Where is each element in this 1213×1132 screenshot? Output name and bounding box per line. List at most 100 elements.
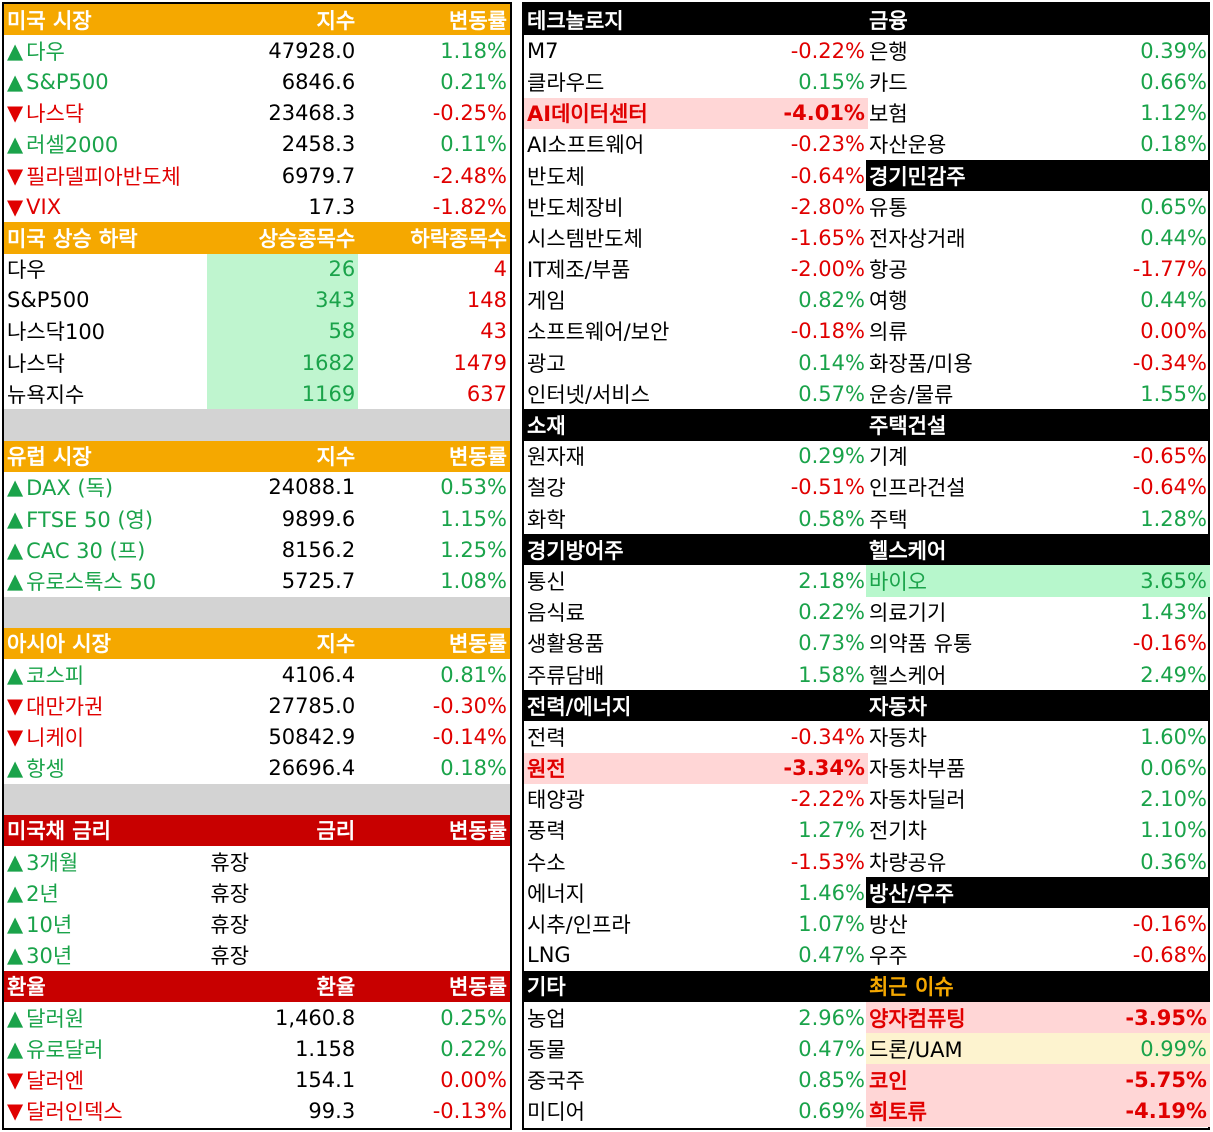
- sector-name: 시추/인프라: [527, 913, 631, 938]
- sector-change: -0.34%: [790, 724, 865, 749]
- treasury-value: 휴장: [210, 913, 250, 938]
- triangle-up-icon: ▲: [7, 756, 24, 781]
- col1-sector-row: AI소프트웨어 -0.23%: [524, 129, 868, 160]
- sector-name: 전력: [527, 725, 566, 750]
- us-market-name-cell: ▼ VIX: [4, 191, 207, 222]
- sector-header-label: 금융: [869, 8, 908, 33]
- europe-value: 5725.7: [281, 568, 356, 593]
- col2-sector-row: 바이오 3.65%: [866, 565, 1210, 597]
- col2-sector-row: 카드 0.66%: [866, 66, 1210, 97]
- asia-row: ▲ 항셍 26696.4 0.18%: [4, 753, 510, 784]
- col1-sector-header: 전력/에너지: [524, 690, 868, 722]
- us-market-name-cell: ▼ 필라델피아반도체: [4, 160, 207, 191]
- left-market-panel: 미국 시장 지수 변동률 ▲ 다우 47928.0 1.18% ▲ S&P500 6846.6 0.…: [2, 2, 512, 1130]
- fx-change: -0.13%: [432, 1099, 507, 1124]
- sector-column-1: 테크놀로지 M7 -0.22% 클라우드 0.15% AI데이터센터 -4.01% AI소프트…: [524, 4, 868, 1127]
- treasury-name: 10년: [26, 913, 73, 938]
- europe-change: 1.15%: [440, 506, 507, 531]
- sector-change: -0.34%: [1132, 350, 1207, 375]
- treasury-name-cell: ▲ 10년: [4, 908, 207, 939]
- sector-name: 화장품/미용: [869, 351, 973, 376]
- col1-sector-row: 반도체장비 -2.80%: [524, 191, 868, 222]
- sector-name: 의약품 유통: [869, 632, 973, 657]
- col1-sector-row: 원자재 0.29%: [524, 441, 868, 472]
- triangle-down-icon: ▼: [7, 163, 24, 188]
- sector-name: 인터넷/서비스: [527, 382, 650, 407]
- asia-name-cell: ▲ 코스피: [4, 659, 207, 690]
- fx-value: 154.1: [295, 1067, 356, 1092]
- sector-change: -2.00%: [790, 257, 865, 282]
- section-gap-1: [4, 409, 510, 441]
- treasury-name: 30년: [26, 944, 73, 969]
- fx-name-cell: ▼ 달러엔: [4, 1064, 207, 1095]
- asia-name: 코스피: [26, 663, 85, 688]
- us-market-value: 2458.3: [281, 132, 356, 157]
- europe-name-cell: ▲ 유로스톡스 50: [4, 565, 207, 596]
- sector-name: 카드: [869, 70, 908, 95]
- sector-change: 0.69%: [798, 1099, 865, 1124]
- col2-sector-row: 자동차 1.60%: [866, 721, 1210, 752]
- sector-change: 0.36%: [1140, 849, 1207, 874]
- section-gap-3: [4, 783, 510, 815]
- us-market-row: ▼ VIX 17.3 -1.82%: [4, 191, 510, 222]
- europe-header-cell-2: 변동률: [449, 445, 507, 470]
- europe-header-cell-1: 지수: [316, 445, 356, 470]
- sector-change: 0.82%: [798, 288, 865, 313]
- col1-sector-row: 시스템반도체 -1.65%: [524, 222, 868, 253]
- us-market-row: ▲ 러셀2000 2458.3 0.11%: [4, 129, 510, 160]
- breadth-up-count: 1682: [207, 347, 359, 379]
- col2-sector-row: 코인 -5.75%: [866, 1064, 1210, 1096]
- europe-name: 유로스톡스 50: [26, 569, 157, 594]
- europe-name-cell: ▲ FTSE 50 (영): [4, 503, 207, 534]
- sector-change: -0.65%: [1132, 444, 1207, 469]
- us-market-value: 6846.6: [281, 69, 356, 94]
- asia-value: 4106.4: [281, 662, 356, 687]
- europe-name: DAX (독): [26, 476, 114, 501]
- triangle-up-icon: ▲: [7, 943, 24, 968]
- sector-name: 드론/UAM: [869, 1037, 963, 1062]
- sector-change: 0.22%: [798, 600, 865, 625]
- col2-sector-header: 방산/우주: [866, 877, 1210, 909]
- sector-header-label: 최근 이슈: [869, 975, 954, 1000]
- sector-change: -4.19%: [1125, 1099, 1207, 1124]
- us-market-row: ▼ 나스닥 23468.3 -0.25%: [4, 98, 510, 129]
- col2-sector-row: 양자컴퓨팅 -3.95%: [866, 1002, 1210, 1034]
- sector-change: 1.27%: [798, 818, 865, 843]
- breadth-row: 다우 26 4: [4, 253, 510, 285]
- col1-sector-row: 철강 -0.51%: [524, 472, 868, 503]
- sector-header-label: 기타: [527, 975, 566, 1000]
- treasury-change: [358, 846, 510, 877]
- sector-change: 2.96%: [798, 1005, 865, 1030]
- sector-change: -0.23%: [790, 132, 865, 157]
- treasury-header: 미국채 금리 금리 변동률: [4, 814, 510, 847]
- treasury-name-cell: ▲ 2년: [4, 877, 207, 908]
- fx-name-cell: ▲ 달러원: [4, 1002, 207, 1033]
- triangle-up-icon: ▲: [7, 69, 24, 94]
- col1-sector-row: M7 -0.22%: [524, 35, 868, 66]
- sector-change: 1.07%: [798, 912, 865, 937]
- sector-name: 시스템반도체: [527, 226, 643, 251]
- col1-sector-row: 시추/인프라 1.07%: [524, 908, 868, 939]
- sector-change: -3.95%: [1125, 1005, 1207, 1030]
- col1-sector-row: 화학 0.58%: [524, 503, 868, 534]
- fx-header-cell-1: 환율: [316, 975, 356, 1000]
- sector-change: -1.77%: [1132, 257, 1207, 282]
- us-market-header: 미국 시장 지수 변동률: [4, 4, 510, 36]
- fx-header-cell-2: 변동률: [449, 975, 507, 1000]
- col1-sector-row: 농업 2.96%: [524, 1002, 868, 1033]
- sector-change: 0.85%: [798, 1067, 865, 1092]
- sector-name: 반도체장비: [527, 195, 624, 220]
- sector-name: 여행: [869, 289, 908, 314]
- treasury-header-cell-0: 미국채 금리: [7, 819, 111, 844]
- asia-row: ▲ 코스피 4106.4 0.81%: [4, 659, 510, 690]
- asia-value: 50842.9: [268, 724, 356, 749]
- us-market-change: 0.11%: [440, 132, 507, 157]
- us-market-row: ▲ S&P500 6846.6 0.21%: [4, 66, 510, 97]
- sector-change: 1.43%: [1140, 600, 1207, 625]
- breadth-name: 뉴욕지수: [7, 382, 85, 407]
- fx-name: 유로달러: [26, 1037, 104, 1062]
- col1-sector-row: 에너지 1.46%: [524, 877, 868, 908]
- asia-name: 대만가권: [26, 694, 104, 719]
- fx-name: 달러원: [26, 1006, 85, 1031]
- asia-row: ▼ 대만가권 27785.0 -0.30%: [4, 690, 510, 721]
